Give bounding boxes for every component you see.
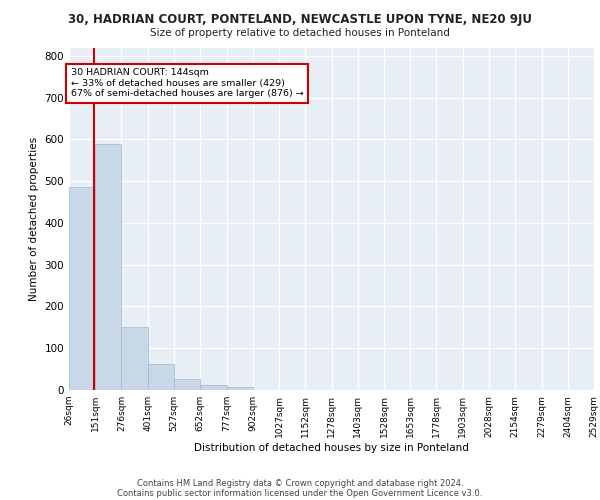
Text: Size of property relative to detached houses in Ponteland: Size of property relative to detached ho… — [150, 28, 450, 38]
Text: Contains HM Land Registry data © Crown copyright and database right 2024.: Contains HM Land Registry data © Crown c… — [137, 478, 463, 488]
Bar — [174, 378, 200, 390]
Y-axis label: Number of detached properties: Number of detached properties — [29, 136, 39, 301]
Bar — [200, 386, 227, 390]
Text: 30 HADRIAN COURT: 144sqm
← 33% of detached houses are smaller (429)
67% of semi-: 30 HADRIAN COURT: 144sqm ← 33% of detach… — [71, 68, 304, 98]
Bar — [69, 186, 95, 390]
X-axis label: Distribution of detached houses by size in Ponteland: Distribution of detached houses by size … — [194, 442, 469, 452]
Bar — [148, 364, 174, 390]
Bar — [227, 387, 253, 390]
Text: Contains public sector information licensed under the Open Government Licence v3: Contains public sector information licen… — [118, 488, 482, 498]
Bar — [121, 328, 148, 390]
Text: 30, HADRIAN COURT, PONTELAND, NEWCASTLE UPON TYNE, NE20 9JU: 30, HADRIAN COURT, PONTELAND, NEWCASTLE … — [68, 12, 532, 26]
Bar — [95, 144, 121, 390]
